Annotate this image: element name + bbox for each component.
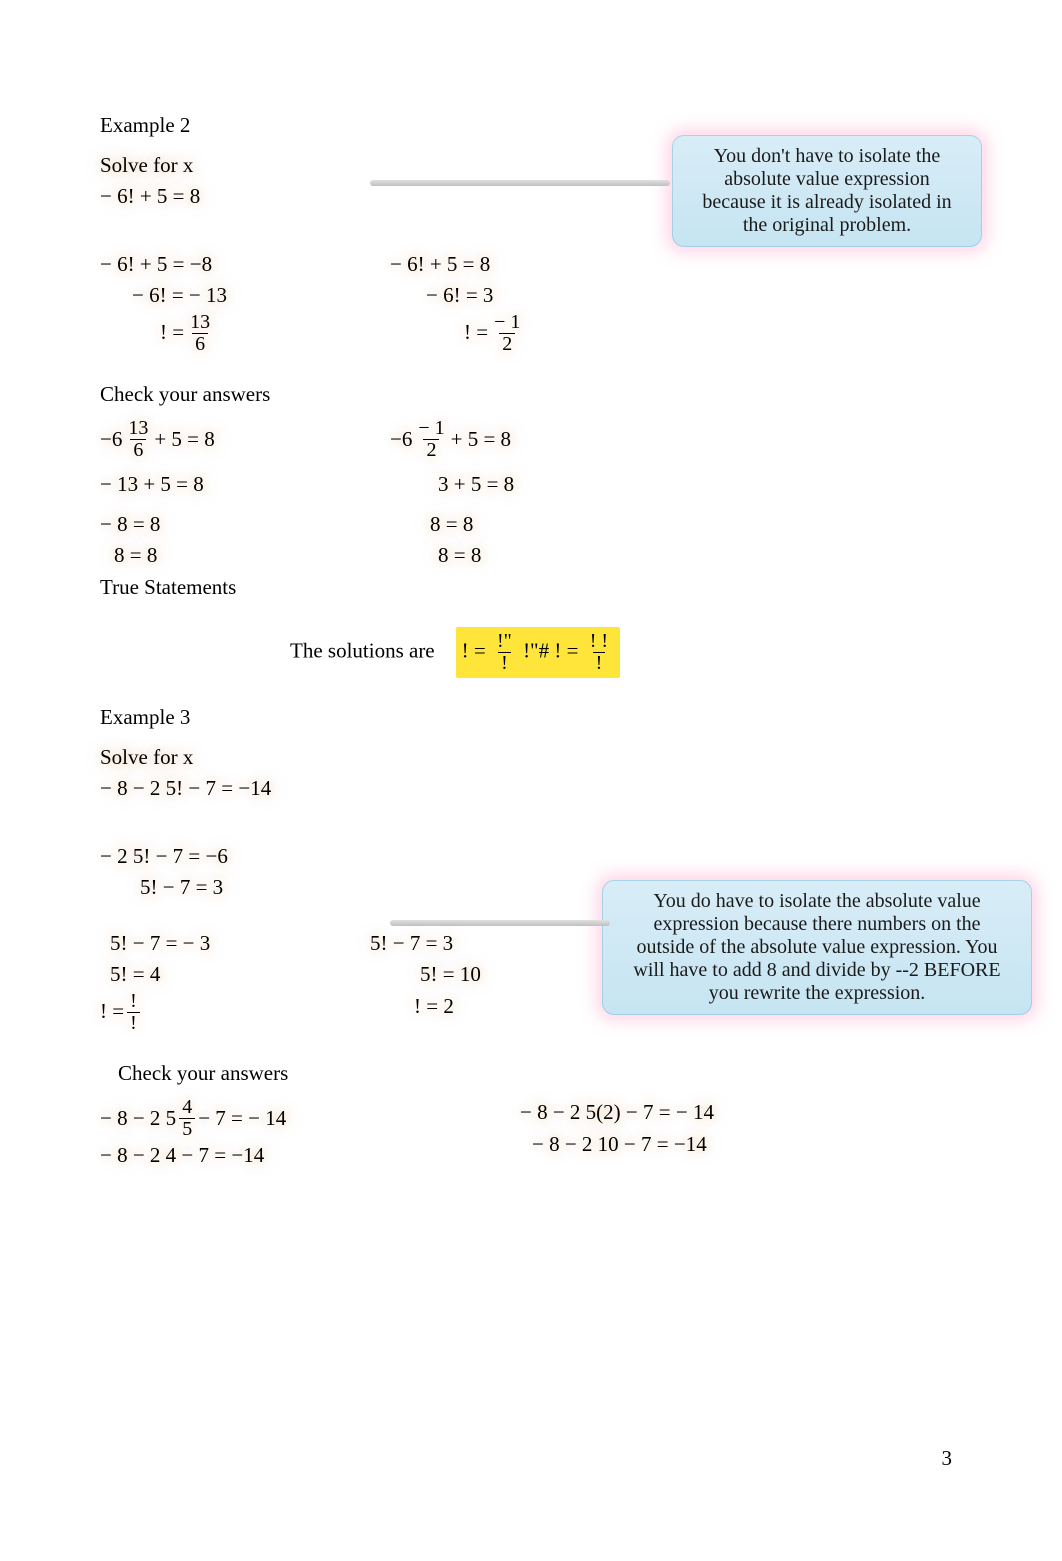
- fraction: 13 6: [125, 418, 151, 461]
- fraction: !" !: [494, 631, 515, 674]
- callout-line: the original problem.: [690, 214, 964, 237]
- math-text: + 5 = 8: [154, 424, 214, 456]
- frac-den: !: [498, 652, 511, 674]
- ex2-right-col: − 6! + 5 = 8 − 6! = 3 ! = − 1 2: [390, 249, 620, 355]
- solve-for: Solve for x: [100, 742, 962, 774]
- frac-den: 2: [499, 333, 515, 355]
- math-line: − 8 = 8: [100, 509, 330, 541]
- math-text: ! =: [554, 638, 583, 662]
- page: You don't have to isolate the absolute v…: [0, 0, 1062, 1561]
- math-line: − 13 + 5 = 8: [100, 469, 330, 501]
- math-line: − 8 − 2 5 4 5 − 7 = − 14: [100, 1097, 286, 1140]
- frac-num: !": [494, 631, 515, 652]
- ex2-check-left: −6 13 6 + 5 = 8 − 13 + 5 = 8 − 8 = 8 8 =…: [100, 418, 330, 572]
- true-statements: True Statements: [100, 572, 962, 604]
- math-text: −6: [100, 424, 122, 456]
- ex3-right-col: 5! − 7 = 3 5! = 10 ! = 2: [370, 928, 600, 1034]
- math-line: 5! = 10: [370, 959, 600, 991]
- frac-den: 6: [130, 439, 146, 461]
- given-eq: − 8 − 2 5! − 7 = −14: [100, 773, 962, 805]
- callout-line: you rewrite the expression.: [620, 982, 1014, 1005]
- math-line: − 8 − 2 4 − 7 = −14: [100, 1140, 400, 1172]
- frac-num: 4: [179, 1097, 195, 1118]
- frac-den: 5: [179, 1118, 195, 1140]
- callout-ex2: You don't have to isolate the absolute v…: [672, 135, 982, 247]
- callout-line: You don't have to isolate the: [690, 145, 964, 168]
- math-line: − 6! = 3: [390, 280, 620, 312]
- math-line: 8 = 8: [100, 540, 330, 572]
- check-heading: Check your answers: [100, 1058, 962, 1090]
- math-text: + 5 = 8: [451, 424, 511, 456]
- callout-line: outside of the absolute value expression…: [620, 936, 1014, 959]
- frac-den: !: [593, 652, 606, 674]
- math-line: 3 + 5 = 8: [390, 469, 620, 501]
- solutions-line: The solutions are ! = !" ! !"# ! = ! ! !: [100, 627, 962, 678]
- math-line: 5! − 7 = 3: [370, 928, 600, 960]
- math-text: − 7 = − 14: [198, 1103, 286, 1135]
- math-text: ! =: [160, 317, 184, 349]
- example-heading: Example 3: [100, 702, 962, 734]
- frac-num: − 1: [415, 418, 447, 439]
- callout-line: expression because there numbers on the: [620, 913, 1014, 936]
- frac-den: !: [127, 1012, 140, 1034]
- math-line: ! = ! !: [100, 991, 143, 1034]
- callout-line: You do have to isolate the absolute valu…: [620, 890, 1014, 913]
- callout-line: will have to add 8 and divide by -‐2 BEF…: [620, 959, 1014, 982]
- math-text: ! =: [464, 317, 488, 349]
- callout-arrow: [370, 180, 670, 186]
- ex2-check: −6 13 6 + 5 = 8 − 13 + 5 = 8 − 8 = 8 8 =…: [100, 418, 962, 572]
- math-line: − 2 5! − 7 = −6: [100, 841, 962, 873]
- math-text: − 8 − 2 5: [100, 1103, 176, 1135]
- frac-num: 13: [187, 312, 213, 333]
- fraction: − 1 2: [491, 312, 523, 355]
- math-line: −6 13 6 + 5 = 8: [100, 418, 215, 461]
- math-line: − 6! + 5 = 8: [390, 249, 620, 281]
- fraction: ! ! !: [587, 631, 611, 674]
- math-line: −6 − 1 2 + 5 = 8: [390, 418, 511, 461]
- fraction: 13 6: [187, 312, 213, 355]
- math-line: ! = − 1 2: [390, 312, 526, 355]
- math-line: − 6! + 5 = −8: [100, 249, 330, 281]
- solutions-highlight: ! = !" ! !"# ! = ! ! !: [456, 627, 620, 678]
- fraction: − 1 2: [415, 418, 447, 461]
- math-line: 5! = 4: [100, 959, 310, 991]
- page-number: 3: [942, 1446, 953, 1471]
- math-text: ! =: [462, 638, 491, 662]
- math-line: − 8 − 2 10 − 7 = −14: [520, 1129, 750, 1161]
- callout-ex3: You do have to isolate the absolute valu…: [602, 880, 1032, 1015]
- callout-arrow: [390, 920, 610, 926]
- math-text: ! =: [100, 996, 124, 1028]
- check-heading: Check your answers: [100, 379, 962, 411]
- math-text: −6: [390, 424, 412, 456]
- math-line: 8 = 8: [390, 509, 620, 541]
- frac-den: 2: [423, 439, 439, 461]
- ex3-check: − 8 − 2 5 4 5 − 7 = − 14 − 8 − 2 4 − 7 =…: [100, 1097, 962, 1172]
- ex2-check-right: −6 − 1 2 + 5 = 8 3 + 5 = 8 8 = 8 8 = 8: [390, 418, 620, 572]
- math-line: − 8 − 2 5(2) − 7 = − 14: [520, 1097, 750, 1129]
- ex2-split: − 6! + 5 = −8 − 6! = − 13 ! = 13 6 − 6! …: [100, 249, 962, 355]
- ex3-left-col: 5! − 7 = − 3 5! = 4 ! = ! !: [100, 928, 310, 1034]
- math-line: ! = 13 6: [100, 312, 216, 355]
- fraction: ! !: [127, 991, 140, 1034]
- solutions-label: The solutions are: [290, 638, 435, 662]
- math-line: − 6! = − 13: [100, 280, 330, 312]
- callout-line: because it is already isolated in: [690, 191, 964, 214]
- frac-num: !: [127, 991, 140, 1012]
- ex2-left-col: − 6! + 5 = −8 − 6! = − 13 ! = 13 6: [100, 249, 330, 355]
- ex3-check-right: − 8 − 2 5(2) − 7 = − 14 − 8 − 2 10 − 7 =…: [520, 1097, 750, 1172]
- ex3-check-left: − 8 − 2 5 4 5 − 7 = − 14 − 8 − 2 4 − 7 =…: [100, 1097, 400, 1172]
- math-text: !"#: [523, 638, 554, 662]
- math-line: ! = 2: [370, 991, 600, 1023]
- frac-den: 6: [192, 333, 208, 355]
- fraction: 4 5: [179, 1097, 195, 1140]
- callout-line: absolute value expression: [690, 168, 964, 191]
- math-line: 8 = 8: [390, 540, 620, 572]
- frac-num: − 1: [491, 312, 523, 333]
- frac-num: ! !: [587, 631, 611, 652]
- math-line: 5! − 7 = − 3: [100, 928, 310, 960]
- frac-num: 13: [125, 418, 151, 439]
